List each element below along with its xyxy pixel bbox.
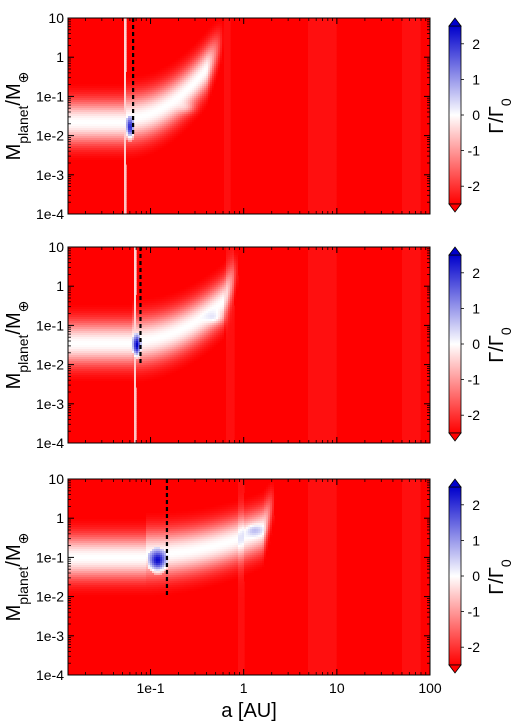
colorbar-title: Γ/Γ0 — [486, 327, 514, 363]
x-tick-label: 1e-1 — [137, 680, 165, 696]
colorbar-extend-max — [448, 246, 462, 256]
colorbar-tick-label: 1 — [472, 532, 480, 548]
colorbar: 2 1 0 -1 -2 Γ/Γ0 — [448, 246, 514, 442]
colorbar-gradient — [448, 254, 462, 434]
y-tick-label: 1e-1 — [36, 549, 64, 565]
colorbar-tick-label: 0 — [472, 107, 480, 123]
colorbar-tick-label: -2 — [468, 178, 481, 194]
y-tick-label: 1e-2 — [36, 589, 64, 605]
y-tick-label: 1e-1 — [36, 88, 64, 104]
heatmap-cells — [68, 479, 421, 675]
colorbar-tick-label: -1 — [468, 604, 481, 620]
y-tick-label: 1e-1 — [36, 317, 64, 333]
plot-frame — [67, 246, 431, 444]
x-tick-label: 1 — [240, 680, 248, 696]
x-tick-label: 10 — [329, 680, 345, 696]
y-tick-label: 1 — [56, 49, 64, 65]
y-tick-label: 1e-3 — [36, 167, 64, 183]
colorbar-tick-label: 1 — [472, 300, 480, 316]
colorbar-tick-label: 0 — [472, 336, 480, 352]
y-tick-label: 1e-4 — [36, 206, 64, 222]
y-axis-title: Mplanet/M⊕ — [3, 72, 31, 161]
colorbar-title: Γ/Γ0 — [486, 559, 514, 595]
colorbar-extend-max — [448, 478, 462, 488]
colorbar-tick-label: -1 — [468, 372, 481, 388]
plot-frame — [67, 478, 431, 676]
y-axis-title: Mplanet/M⊕ — [3, 301, 31, 390]
y-tick-label: 1 — [56, 278, 64, 294]
x-axis-title: a [AU] — [221, 700, 277, 722]
y-tick-label: 1e-4 — [36, 435, 64, 451]
x-tick-label: 100 — [418, 680, 442, 696]
colorbar-tick-label: 1 — [472, 71, 480, 87]
colorbar-extend-min — [448, 664, 462, 674]
y-tick-label: 1e-3 — [36, 628, 64, 644]
plot-frame — [67, 17, 431, 215]
colorbar-tick-label: -2 — [468, 407, 481, 423]
y-tick-label: 10 — [48, 239, 64, 255]
colorbar-tick-label: -2 — [468, 639, 481, 655]
colorbar-extend-min — [448, 432, 462, 442]
colorbar-tick-label: 2 — [472, 265, 480, 281]
colorbar: 2 1 0 -1 -2 Γ/Γ0 — [448, 17, 514, 213]
y-tick-label: 1e-4 — [36, 667, 64, 683]
colorbar-gradient — [448, 486, 462, 666]
colorbar-title: Γ/Γ0 — [486, 98, 514, 134]
y-tick-label: 1e-3 — [36, 396, 64, 412]
y-axis-title: Mplanet/M⊕ — [3, 533, 31, 622]
heatmap-cells — [68, 247, 421, 443]
y-tick-label: 10 — [48, 10, 64, 26]
colorbar-tick-label: -1 — [468, 143, 481, 159]
colorbar: 2 1 0 -1 -2 Γ/Γ0 — [448, 478, 514, 674]
colorbar-gradient — [448, 25, 462, 205]
colorbar-extend-max — [448, 17, 462, 27]
colorbar-tick-label: 2 — [472, 36, 480, 52]
y-tick-label: 1e-2 — [36, 357, 64, 373]
colorbar-tick-label: 2 — [472, 497, 480, 513]
y-tick-label: 1e-2 — [36, 128, 64, 144]
y-tick-label: 1 — [56, 510, 64, 526]
heatmap-cells — [68, 18, 421, 214]
colorbar-extend-min — [448, 203, 462, 213]
colorbar-tick-label: 0 — [472, 568, 480, 584]
y-tick-label: 10 — [48, 471, 64, 487]
